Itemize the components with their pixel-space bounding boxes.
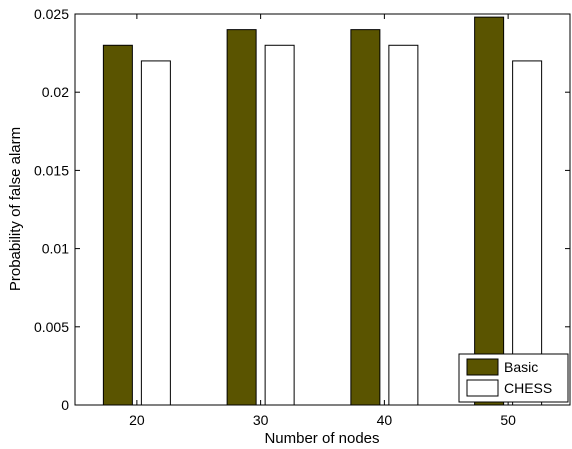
- legend-label-basic: Basic: [504, 359, 538, 375]
- x-tick-label-20: 20: [129, 412, 145, 428]
- y-tick-label-0.005: 0.005: [34, 319, 69, 335]
- bar-basic-40: [350, 29, 381, 406]
- legend-label-chess: CHESS: [504, 380, 552, 396]
- x-tick-label-30: 30: [253, 412, 269, 428]
- bars-group: [102, 16, 543, 406]
- legend-swatch-basic: [466, 358, 499, 376]
- y-tick-label-0.015: 0.015: [34, 162, 69, 178]
- x-tick-label-40: 40: [377, 412, 393, 428]
- x-axis-ticks: 20 30 40 50: [129, 14, 516, 428]
- bar-basic-30: [226, 29, 257, 406]
- y-tick-label-0: 0: [61, 397, 69, 413]
- bar-chess-20: [140, 60, 171, 406]
- y-axis-label: Probability of false alarm: [7, 127, 24, 291]
- y-tick-label-0.02: 0.02: [42, 84, 69, 100]
- bar-chess-40: [388, 44, 419, 406]
- y-tick-label-0.01: 0.01: [42, 241, 69, 257]
- legend-swatch-chess: [466, 379, 499, 397]
- legend: Basic CHESS: [458, 353, 569, 403]
- x-tick-label-50: 50: [500, 412, 516, 428]
- y-axis-ticks: 0 0.005 0.01 0.015 0.02 0.025: [34, 6, 570, 413]
- bar-chess-30: [264, 44, 295, 406]
- bar-chess-50: [512, 60, 543, 406]
- bar-basic-20: [102, 44, 133, 406]
- bar-basic-50: [474, 16, 505, 406]
- y-tick-label-0.025: 0.025: [34, 6, 69, 22]
- x-axis-label: Number of nodes: [264, 430, 379, 447]
